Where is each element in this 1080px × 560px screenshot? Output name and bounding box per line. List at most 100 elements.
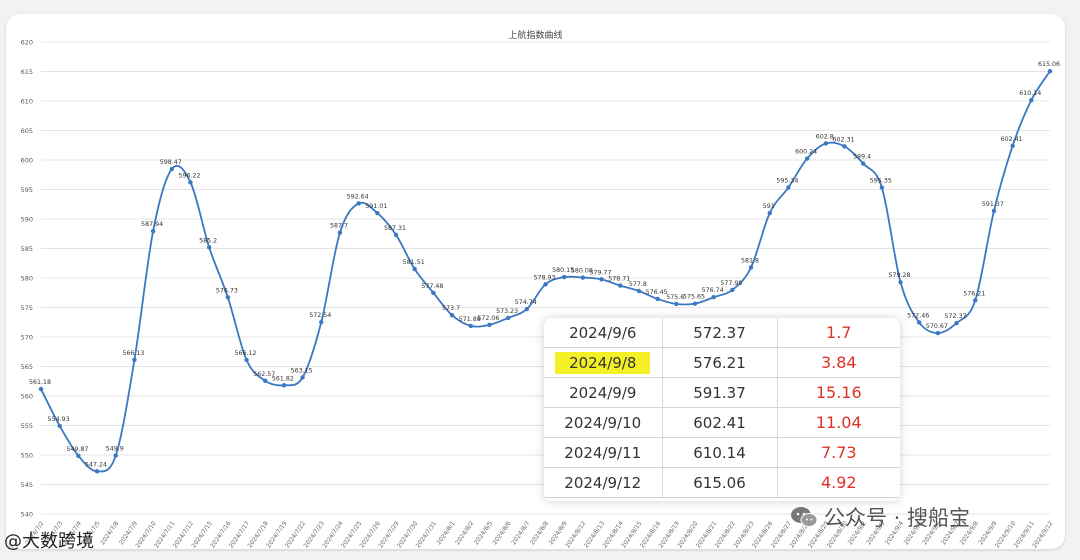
data-point <box>1010 143 1015 148</box>
data-label: 575.65 <box>683 294 705 301</box>
table-cell-value: 610.14 <box>662 437 778 468</box>
data-point <box>561 274 567 280</box>
data-point <box>973 298 978 303</box>
data-label: 615.06 <box>1038 61 1060 68</box>
watermark-left: @大数跨境 <box>4 531 94 552</box>
watermark-right: 公众号 · 搜船宝 <box>790 502 970 532</box>
data-label: 602.8 <box>816 133 834 140</box>
data-label: 592.64 <box>347 193 369 200</box>
data-point <box>804 156 810 161</box>
data-point <box>281 383 287 388</box>
data-label: 574.74 <box>515 299 537 306</box>
y-tick-label: 600 <box>21 157 33 165</box>
table-cell-date: 2024/9/12 <box>544 467 663 498</box>
y-tick-label: 575 <box>21 304 33 312</box>
date-text: 2024/9/8 <box>555 351 651 374</box>
data-label: 600.24 <box>795 149 817 156</box>
data-point <box>543 282 548 287</box>
data-label: 563.15 <box>291 367 313 374</box>
y-tick-label: 605 <box>21 127 33 135</box>
table-row: 2024/9/6 572.37 1.7 <box>544 318 900 348</box>
data-point <box>225 295 231 300</box>
data-point <box>393 232 399 238</box>
data-label: 549.87 <box>66 446 88 453</box>
chart-card: 540 545 550 555 560 565 570 575 580 585 590 595 600 6… <box>6 14 1065 549</box>
data-label: 571.88 <box>459 316 481 323</box>
data-label: 579.28 <box>888 272 910 279</box>
data-point <box>57 423 62 429</box>
data-point <box>150 228 156 234</box>
data-point <box>206 245 212 250</box>
table-cell-value: 602.41 <box>662 407 778 438</box>
table-cell-change: 3.84 <box>777 347 900 378</box>
data-label: 562.57 <box>253 371 275 378</box>
y-tick-label: 570 <box>21 334 33 342</box>
data-point <box>1029 97 1034 103</box>
table-cell-value: 576.21 <box>662 347 778 378</box>
data-label: 566.12 <box>235 350 257 357</box>
data-point <box>898 280 903 285</box>
data-point <box>524 306 530 312</box>
data-point <box>113 453 118 458</box>
data-label: 577.98 <box>720 280 742 287</box>
data-label: 591 <box>763 203 775 210</box>
data-label: 587.7 <box>330 223 348 230</box>
data-point <box>786 185 791 190</box>
table-cell-change: 4.92 <box>777 467 900 498</box>
wechat-icon <box>791 507 818 527</box>
data-point <box>767 210 772 216</box>
table-cell-value: 615.06 <box>662 467 778 498</box>
data-point <box>655 296 660 302</box>
table-cell-date: 2024/9/6 <box>544 318 663 348</box>
data-point <box>300 375 305 380</box>
table-cell-change: 11.04 <box>777 407 900 438</box>
data-label: 585.2 <box>199 237 217 244</box>
data-point <box>169 166 174 172</box>
table-row: 2024/9/9 591.37 15.16 <box>544 377 900 408</box>
data-table: 2024/9/6 572.37 1.7 2024/9/8 576.21 3.84 2024/… <box>544 318 900 498</box>
date-text: 2024/9/10 <box>564 413 642 432</box>
data-point <box>730 287 735 293</box>
line-chart: 540 545 550 555 560 565 570 575 580 585 590 595 600 6… <box>21 39 1060 550</box>
data-point <box>618 283 623 288</box>
data-point <box>748 265 754 270</box>
data-point <box>188 180 193 185</box>
data-label: 577.48 <box>421 283 443 290</box>
data-point <box>842 144 847 149</box>
data-point <box>263 378 268 384</box>
data-label: 570.67 <box>926 323 948 330</box>
data-label: 581.51 <box>403 259 425 266</box>
data-point <box>935 330 941 336</box>
y-tick-label: 595 <box>21 186 33 194</box>
table-cell-change: 1.7 <box>777 318 900 348</box>
data-point <box>823 141 828 146</box>
y-tick-label: 540 <box>21 511 33 519</box>
data-label: 578.93 <box>533 274 555 281</box>
data-label: 580.08 <box>571 268 593 275</box>
table-row: 2024/9/12 615.06 4.92 <box>544 467 900 498</box>
table-cell-change: 7.73 <box>777 437 900 468</box>
table-cell-date: 2024/9/8 <box>544 347 663 378</box>
table-cell-date: 2024/9/11 <box>544 437 663 468</box>
data-label: 591.37 <box>982 201 1004 208</box>
data-label: 576.73 <box>216 287 238 294</box>
data-label: 576.21 <box>963 290 985 297</box>
y-tick-label: 620 <box>21 39 33 47</box>
table-cell-change: 15.16 <box>777 377 900 408</box>
data-point <box>674 301 679 307</box>
data-label: 573.7 <box>442 305 460 312</box>
data-label: 572.06 <box>477 315 499 322</box>
data-point <box>76 453 81 458</box>
data-label: 561.82 <box>272 375 294 382</box>
data-point <box>412 266 417 272</box>
table-row: 2024/9/10 602.41 11.04 <box>544 407 900 438</box>
table-cell-value: 591.37 <box>662 377 778 408</box>
data-label: 591.01 <box>365 203 387 210</box>
table-cell-date: 2024/9/10 <box>544 407 663 438</box>
date-text: 2024/9/12 <box>564 473 642 492</box>
data-label: 595.34 <box>776 177 798 184</box>
y-tick-label: 560 <box>21 393 33 401</box>
data-label: 576.45 <box>646 289 668 296</box>
y-tick-label: 580 <box>21 275 33 283</box>
data-point <box>244 357 249 363</box>
